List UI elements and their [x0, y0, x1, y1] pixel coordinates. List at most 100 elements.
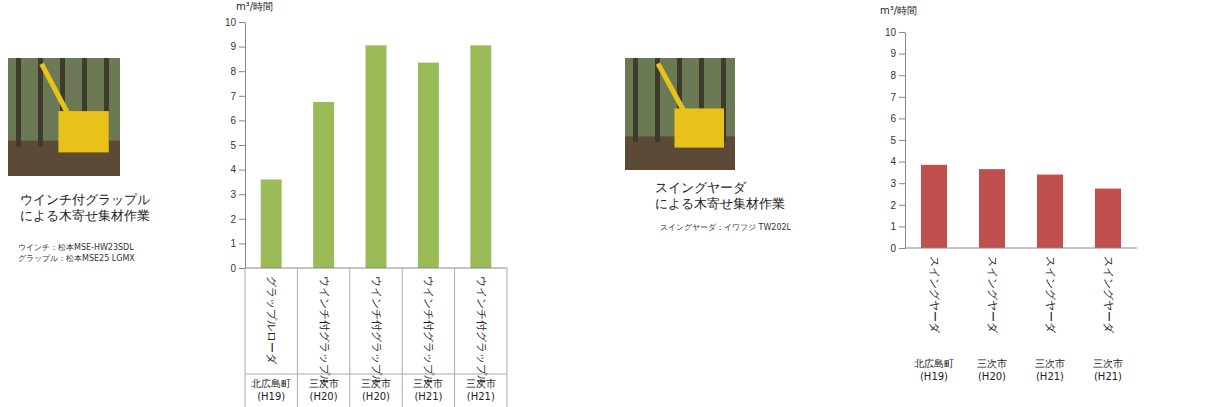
x-sublabel: 北広島町(H19) [914, 358, 954, 382]
photo-machine [58, 111, 108, 152]
y-tick-label: 3 [890, 178, 896, 189]
y-tick: 8 [890, 70, 905, 81]
x-sublabel: 三次市(H20) [309, 378, 339, 402]
y-tick-label: 0 [230, 263, 236, 274]
photo [625, 58, 735, 170]
x-tick-label: ウインチ付グラップル [475, 276, 488, 386]
photo-arm [42, 64, 70, 117]
y-tick-label: 10 [225, 17, 237, 28]
table-line [507, 268, 508, 407]
y-tick-mark [239, 194, 245, 195]
x-sublabel: 三次市(H21) [466, 378, 496, 402]
y-tick: 9 [230, 41, 245, 52]
y-tick-mark [239, 71, 245, 72]
x-tick-label: ウインチ付グラップル [370, 276, 383, 386]
y-tick: 6 [230, 115, 245, 126]
y-tick-mark [899, 97, 905, 98]
x-sublabel: 三次市(H20) [361, 378, 391, 402]
y-tick: 2 [230, 214, 245, 225]
x-tick-label: スイングヤーダ [1102, 256, 1115, 334]
y-tick: 4 [890, 156, 905, 167]
y-tick-label: 10 [885, 27, 897, 38]
photo-panel: ウインチ付グラップルによる木寄せ集材作業ウインチ：松本MSE-HW23SDLグラ… [8, 58, 150, 263]
x-axis-line [245, 268, 507, 269]
y-tick-label: 7 [890, 92, 896, 103]
y-tick: 0 [890, 243, 905, 254]
y-tick-mark [899, 118, 905, 119]
y-tick: 3 [890, 178, 905, 189]
y-tick-label: 1 [890, 221, 896, 232]
photo-tree [16, 58, 21, 147]
y-tick: 6 [890, 113, 905, 124]
y-tick: 5 [230, 140, 245, 151]
table-line [297, 268, 298, 407]
y-tick-mark [899, 226, 905, 227]
y-tick: 3 [230, 189, 245, 200]
photo [8, 58, 120, 176]
y-tick: 1 [890, 221, 905, 232]
y-tick-label: 4 [890, 156, 896, 167]
photo-panel: スイングヤーダによる木寄せ集材作業スイングヤーダ：イワフジ TW202L [625, 58, 792, 232]
y-tick: 1 [230, 238, 245, 249]
x-sublabel: 三次市(H21) [413, 378, 443, 402]
y-tick-label: 8 [890, 70, 896, 81]
y-tick-mark [899, 32, 905, 33]
y-tick-mark [899, 183, 905, 184]
y-tick-mark [239, 47, 245, 48]
y-axis-line [245, 23, 246, 269]
x-tick-label: グラップルローダ [265, 276, 278, 365]
y-tick-mark [899, 75, 905, 76]
bar [261, 179, 282, 268]
bar [313, 102, 334, 268]
chart: 012345678910m³/時間スイングヤーダ北広島町(H19)スイングヤーダ… [880, 5, 1137, 382]
table-line [402, 268, 403, 407]
canvas: ウインチ付グラップルによる木寄せ集材作業ウインチ：松本MSE-HW23SDLグラ… [0, 0, 1217, 407]
x-sublabel: 北広島町(H19) [251, 378, 291, 402]
y-tick-label: 0 [890, 243, 896, 254]
photo-tree [38, 58, 43, 147]
x-sublabel: 三次市(H20) [977, 358, 1007, 382]
y-tick-mark [239, 22, 245, 23]
y-tick-mark [899, 205, 905, 206]
y-tick-mark [239, 243, 245, 244]
y-tick-mark [899, 54, 905, 55]
table-line [245, 268, 246, 407]
y-tick: 2 [890, 200, 905, 211]
bar [979, 169, 1005, 248]
y-tick-mark [239, 268, 245, 269]
photo-caption: による木寄せ集材作業 [655, 196, 785, 211]
bar [1037, 175, 1063, 248]
photo-caption: ウインチ付グラップル [20, 192, 150, 207]
y-tick-mark [239, 145, 245, 146]
y-tick-label: 9 [230, 41, 236, 52]
photo-caption: による木寄せ集材作業 [20, 208, 150, 223]
bars [921, 165, 1121, 248]
x-tick-label: ウインチ付グラップル [422, 276, 435, 386]
x-tick-label: スイングヤーダ [986, 256, 999, 334]
x-tick-label: ウインチ付グラップル [318, 276, 331, 386]
y-tick: 10 [885, 27, 905, 38]
y-tick: 4 [230, 164, 245, 175]
y-axis: 0 1 2 3 4 5 6 7 8 9 10 [225, 17, 246, 274]
y-tick-label: 8 [230, 66, 236, 77]
y-tick-label: 5 [230, 140, 236, 151]
y-tick: 7 [890, 92, 905, 103]
y-tick-mark [899, 162, 905, 163]
y-tick: 7 [230, 91, 245, 102]
y-tick: 0 [230, 263, 245, 274]
photo-tree [633, 58, 638, 142]
photo-spec: スイングヤーダ：イワフジ TW202L [660, 223, 792, 232]
category-table [245, 268, 507, 407]
y-tick-label: 7 [230, 91, 236, 102]
x-sublabel: 三次市(H21) [1093, 358, 1123, 382]
bars [261, 45, 492, 268]
bar [921, 165, 947, 248]
x-axis-line [905, 248, 1137, 249]
y-tick-mark [239, 120, 245, 121]
y-tick-mark [239, 96, 245, 97]
y-tick-label: 2 [230, 214, 236, 225]
bar [418, 63, 439, 268]
y-tick-mark [899, 140, 905, 141]
table-line [349, 268, 350, 407]
y-tick-label: 4 [230, 164, 236, 175]
